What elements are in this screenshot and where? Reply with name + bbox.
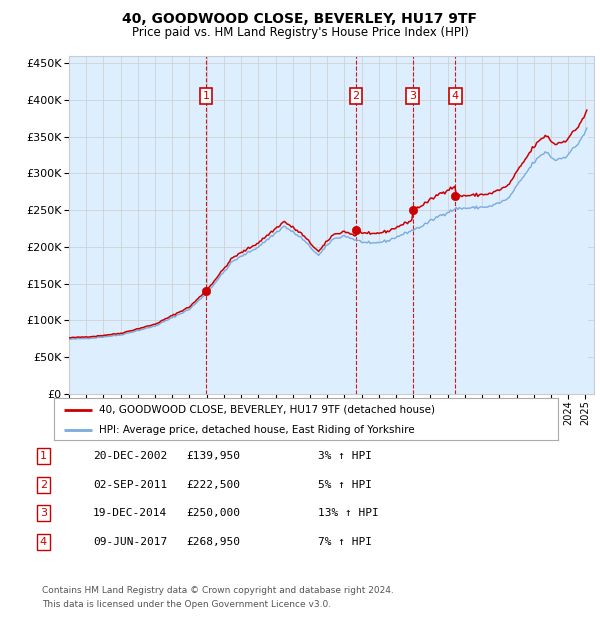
Text: Price paid vs. HM Land Registry's House Price Index (HPI): Price paid vs. HM Land Registry's House …: [131, 26, 469, 39]
Text: 3: 3: [40, 508, 47, 518]
Text: Contains HM Land Registry data © Crown copyright and database right 2024.: Contains HM Land Registry data © Crown c…: [42, 586, 394, 595]
Text: 3: 3: [409, 91, 416, 101]
Text: 2: 2: [352, 91, 359, 101]
Text: 20-DEC-2002: 20-DEC-2002: [93, 451, 167, 461]
Text: 09-JUN-2017: 09-JUN-2017: [93, 537, 167, 547]
Text: 2: 2: [40, 480, 47, 490]
Text: 13% ↑ HPI: 13% ↑ HPI: [318, 508, 379, 518]
Text: 7% ↑ HPI: 7% ↑ HPI: [318, 537, 372, 547]
Text: 40, GOODWOOD CLOSE, BEVERLEY, HU17 9TF: 40, GOODWOOD CLOSE, BEVERLEY, HU17 9TF: [122, 12, 478, 27]
Text: £139,950: £139,950: [186, 451, 240, 461]
Text: £268,950: £268,950: [186, 537, 240, 547]
Text: HPI: Average price, detached house, East Riding of Yorkshire: HPI: Average price, detached house, East…: [100, 425, 415, 435]
Text: 40, GOODWOOD CLOSE, BEVERLEY, HU17 9TF (detached house): 40, GOODWOOD CLOSE, BEVERLEY, HU17 9TF (…: [100, 405, 436, 415]
Text: £250,000: £250,000: [186, 508, 240, 518]
Text: This data is licensed under the Open Government Licence v3.0.: This data is licensed under the Open Gov…: [42, 600, 331, 609]
Text: 4: 4: [40, 537, 47, 547]
Text: 5% ↑ HPI: 5% ↑ HPI: [318, 480, 372, 490]
Text: £222,500: £222,500: [186, 480, 240, 490]
Text: 02-SEP-2011: 02-SEP-2011: [93, 480, 167, 490]
Text: 3% ↑ HPI: 3% ↑ HPI: [318, 451, 372, 461]
Text: 1: 1: [40, 451, 47, 461]
Text: 19-DEC-2014: 19-DEC-2014: [93, 508, 167, 518]
Text: 4: 4: [452, 91, 459, 101]
Text: 1: 1: [203, 91, 209, 101]
